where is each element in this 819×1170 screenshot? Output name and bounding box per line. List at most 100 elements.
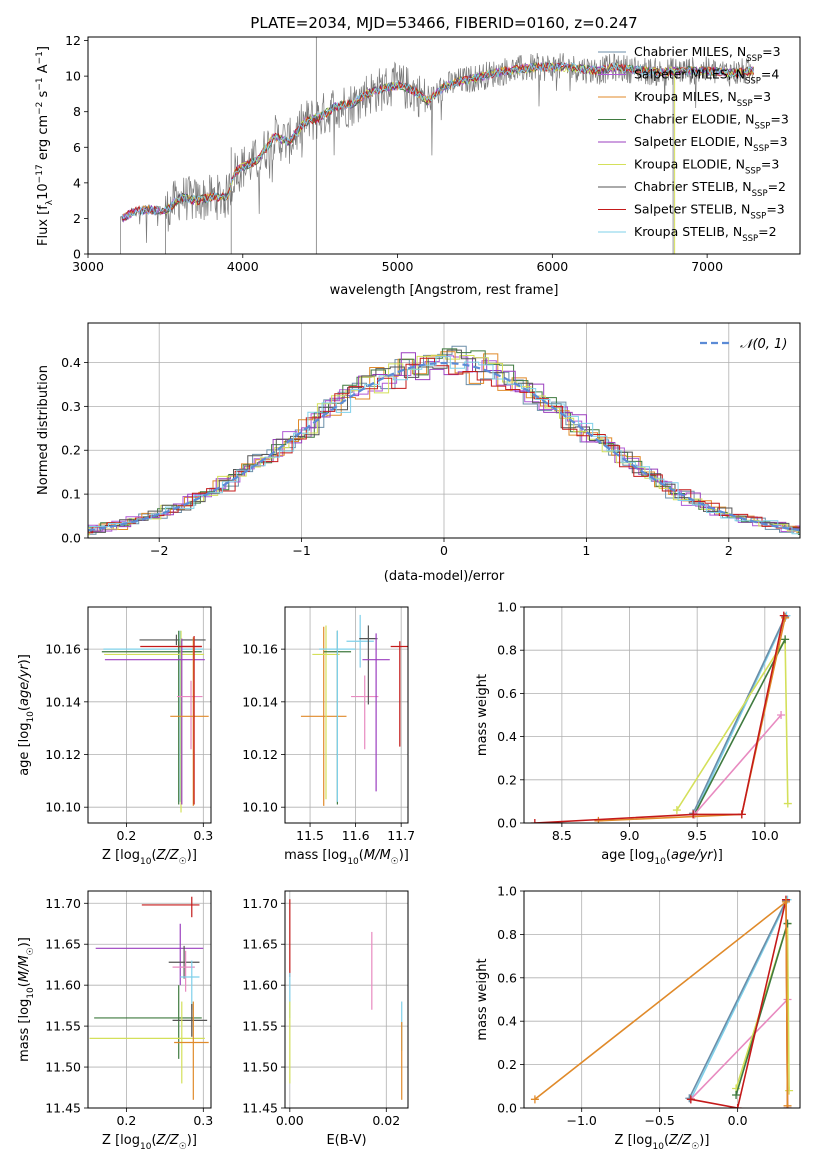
y-tick-label: 11.70 [242, 896, 278, 911]
residuals-panel: −2 −1 0 1 2 0.0 0.1 0.2 0.3 0.4 𝒩(0, 1) (data-model… [36, 322, 801, 584]
mass_vs_z-panel: 0.2 0.3 11.45 11.50 11.55 11.60 11.65 11.70 Z [l… [17, 890, 213, 1152]
legend-label: Salpeter ELODIE, NSSP=3 [634, 134, 788, 154]
y-tick-label: 10.10 [45, 800, 81, 815]
y-tick-label: 10.10 [242, 800, 278, 815]
axes-frame [87, 36, 801, 255]
y-tick-label: 0.8 [497, 927, 517, 942]
mass_weight_vs_z-plot-area [530, 895, 794, 1108]
y-tick-label: 0.6 [497, 686, 517, 701]
y-tick-label: 10.16 [45, 642, 81, 657]
y-tick-label: 12 [65, 33, 81, 48]
model-fit-line [121, 61, 754, 219]
mass-weight-line [534, 900, 789, 1106]
x-tick-label: 9.5 [687, 828, 707, 843]
y-tick-label: 1.0 [497, 600, 517, 615]
model-fit-line [121, 62, 754, 221]
mass-weight-marker [781, 897, 790, 906]
residuals-plot-area [88, 345, 800, 536]
figure-title: PLATE=2034, MJD=53466, FIBERID=0160, z=0… [250, 14, 637, 32]
mass-weight-line [690, 899, 789, 1100]
x-tick-label: 0.0 [728, 1113, 748, 1128]
mass-weight-marker [781, 635, 790, 644]
mass-weight-marker [530, 819, 539, 823]
axes-frame [523, 606, 801, 824]
x-axis-label: wavelength [Angstrom, rest frame] [330, 283, 559, 298]
y-tick-label: 10.16 [242, 642, 278, 657]
x-axis-label: age [log10(age/yr)] [601, 848, 723, 867]
y-tick-label: 0.3 [61, 399, 81, 414]
y-tick-label: 11.70 [45, 896, 81, 911]
model-fit-line [165, 61, 754, 215]
mass-weight-line [690, 998, 789, 1100]
x-tick-label: −1.0 [567, 1113, 597, 1128]
x-tick-label: 11.6 [342, 828, 370, 843]
y-axis-label: Normed distribution [36, 365, 51, 495]
y-tick-label: 10.12 [45, 747, 81, 762]
age_vs_mass-panel: 11.5 11.6 11.7 10.10 10.12 10.14 10.16 mass [lo… [242, 606, 415, 867]
residual-histogram-line [88, 349, 800, 533]
y-tick-label: 0.4 [497, 729, 517, 744]
x-tick-label: 3000 [72, 259, 104, 274]
spectrum-panel: 3000 4000 5000 6000 7000 0 2 4 6 8 10 12 Chabrier MI… [35, 33, 801, 298]
mass-weight-line [692, 616, 786, 814]
y-axis-label: age [log10(age/yr)] [17, 654, 36, 776]
y-axis-label: mass weight [475, 674, 490, 756]
x-tick-label: 2 [725, 543, 733, 558]
mass-weight-marker [530, 1095, 539, 1104]
mass-weight-marker [733, 1104, 742, 1108]
y-axis-label: Flux [fλ10−17 erg cm−2 s−1 A−1] [35, 46, 55, 246]
x-tick-label: 9.0 [620, 828, 640, 843]
mass_vs_z-plot-area [89, 896, 209, 1100]
y-tick-label: 0.4 [61, 355, 81, 370]
legend-label: Chabrier STELIB, NSSP=2 [634, 179, 786, 199]
y-tick-label: 0.2 [497, 772, 517, 787]
y-tick-label: 0 [73, 247, 81, 262]
legend-label: Kroupa STELIB, NSSP=2 [634, 224, 777, 244]
mass_weight_vs_age-panel: 8.5 9.0 9.5 10.0 0.0 0.2 0.4 0.6 0.8 1.0 age [log1… [475, 600, 801, 867]
mass-weight-marker [594, 816, 603, 823]
mass-weight-marker [732, 1090, 741, 1099]
mass-weight-marker [785, 1086, 794, 1095]
axes-frame [87, 322, 801, 539]
x-tick-label: 11.5 [296, 828, 324, 843]
mass-weight-line [688, 900, 787, 1099]
mass-weight-marker [672, 806, 681, 815]
x-tick-label: 0.3 [193, 1113, 213, 1128]
legend-label: Kroupa ELODIE, NSSP=3 [634, 157, 779, 177]
mass-weight-marker [779, 611, 788, 620]
x-axis-label: mass [log10(M/M☉)] [284, 848, 409, 867]
mass-weight-marker [783, 1101, 792, 1108]
x-tick-label: 0.02 [372, 1113, 400, 1128]
spectrum-plot-area [120, 37, 754, 254]
mass_vs_ebv-plot-area [289, 899, 403, 1100]
y-tick-label: 10.12 [242, 747, 278, 762]
axes-frame [523, 890, 801, 1109]
residual-histogram-line [88, 356, 800, 535]
y-tick-label: 6 [73, 140, 81, 155]
mass-weight-marker [783, 919, 792, 928]
y-tick-label: 0.0 [497, 816, 517, 831]
legend-label: Kroupa MILES, NSSP=3 [634, 89, 771, 109]
y-tick-label: 11.45 [242, 1101, 278, 1116]
x-tick-label: 7000 [691, 259, 723, 274]
x-tick-label: −0.5 [644, 1113, 674, 1128]
axes-frame [284, 890, 409, 1109]
mass_weight_vs_age-plot-area [530, 611, 792, 823]
x-tick-label: 10.0 [751, 828, 779, 843]
mass_weight_vs_z-panel: −1.0 −0.5 0.0 0.0 0.2 0.4 0.6 0.8 1.0 Z [log10(Z/… [475, 884, 801, 1152]
x-tick-label: 5000 [382, 259, 414, 274]
mass-weight-marker [737, 810, 746, 819]
y-tick-label: 2 [73, 211, 81, 226]
y-tick-label: 0.2 [497, 1057, 517, 1072]
x-tick-label: 4000 [227, 259, 259, 274]
y-tick-label: 1.0 [497, 884, 517, 899]
y-tick-label: 0.2 [61, 443, 81, 458]
y-tick-label: 11.50 [45, 1060, 81, 1075]
y-tick-label: 11.50 [242, 1060, 278, 1075]
age_vs_mass-plot-area [300, 614, 408, 806]
y-tick-label: 11.55 [45, 1019, 81, 1034]
mass-weight-line [735, 923, 789, 1096]
residual-histogram-line [88, 355, 800, 532]
mass-weight-marker [783, 799, 792, 808]
